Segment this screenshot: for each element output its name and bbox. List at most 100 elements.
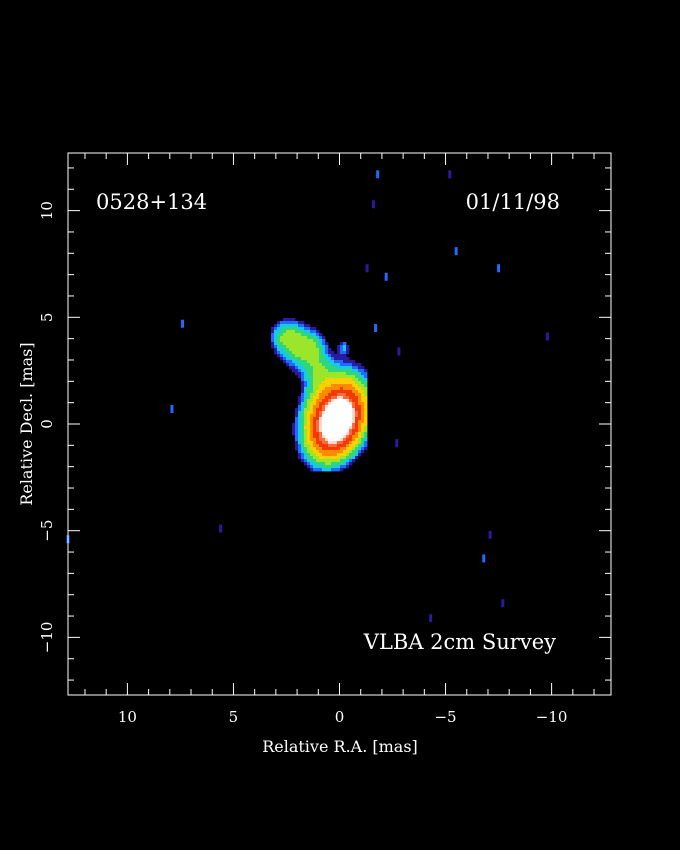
intensity-pixel — [304, 363, 308, 367]
intensity-pixel — [361, 378, 365, 382]
intensity-pixel — [340, 369, 344, 373]
intensity-pixel — [331, 351, 335, 355]
intensity-pixel — [325, 366, 329, 370]
intensity-pixel — [352, 447, 356, 451]
intensity-pixel — [277, 339, 281, 343]
intensity-pixel — [298, 372, 302, 376]
intensity-pixel — [313, 333, 317, 337]
intensity-pixel — [361, 414, 365, 418]
intensity-pixel — [319, 372, 323, 376]
intensity-pixel — [304, 396, 308, 400]
intensity-pixel — [355, 363, 359, 367]
intensity-pixel — [331, 354, 335, 358]
intensity-pixel — [307, 357, 311, 361]
x-tick-label: 0 — [335, 708, 345, 726]
intensity-pixel — [316, 408, 320, 412]
intensity-pixel — [346, 411, 350, 415]
intensity-pixel — [307, 390, 311, 394]
x-tick-label: 10 — [118, 708, 137, 726]
intensity-pixel — [352, 372, 356, 376]
intensity-pixel — [361, 402, 365, 406]
intensity-pixel — [307, 366, 311, 370]
intensity-pixel — [325, 354, 329, 358]
intensity-pixel — [310, 447, 314, 451]
intensity-pixel — [310, 366, 314, 370]
intensity-pixel — [325, 387, 329, 391]
intensity-pixel — [286, 342, 290, 346]
intensity-pixel — [322, 450, 326, 454]
intensity-pixel — [331, 429, 335, 433]
noise-speck — [170, 405, 174, 414]
intensity-pixel — [301, 408, 305, 412]
intensity-pixel — [316, 348, 320, 352]
intensity-pixel — [277, 348, 281, 352]
intensity-pixel — [328, 378, 332, 382]
intensity-pixel — [352, 420, 356, 424]
intensity-pixel — [358, 396, 362, 400]
intensity-pixel — [304, 432, 308, 436]
intensity-pixel — [349, 435, 353, 439]
survey-label: VLBA 2cm Survey — [363, 630, 556, 654]
intensity-pixel — [361, 381, 365, 385]
intensity-pixel — [358, 426, 362, 430]
intensity-pixel — [334, 375, 338, 379]
intensity-pixel — [304, 327, 308, 331]
intensity-pixel — [316, 420, 320, 424]
intensity-pixel — [313, 405, 317, 409]
intensity-pixel — [349, 363, 353, 367]
intensity-pixel — [310, 423, 314, 427]
intensity-pixel — [319, 399, 323, 403]
noise-speck — [376, 170, 380, 179]
intensity-pixel — [340, 354, 344, 358]
intensity-pixel — [298, 369, 302, 373]
intensity-pixel — [313, 387, 317, 391]
intensity-pixel — [316, 450, 320, 454]
intensity-pixel — [352, 456, 356, 460]
intensity-pixel — [328, 417, 332, 421]
intensity-pixel — [298, 453, 302, 457]
intensity-pixel — [325, 447, 329, 451]
intensity-pixel — [310, 372, 314, 376]
intensity-pixel — [361, 417, 365, 421]
intensity-pixel — [361, 435, 365, 439]
intensity-pixel — [292, 369, 296, 373]
intensity-pixel — [310, 375, 314, 379]
intensity-pixel — [337, 441, 341, 445]
intensity-pixel — [340, 450, 344, 454]
intensity-pixel — [313, 465, 317, 469]
intensity-pixel — [304, 366, 308, 370]
intensity-pixel — [328, 396, 332, 400]
intensity-pixel — [346, 366, 350, 370]
intensity-pixel — [331, 426, 335, 430]
intensity-pixel — [310, 336, 314, 340]
intensity-pixel — [331, 438, 335, 442]
intensity-pixel — [346, 453, 350, 457]
intensity-pixel — [292, 354, 296, 358]
intensity-pixel — [328, 423, 332, 427]
intensity-pixel — [328, 366, 332, 370]
intensity-pixel — [289, 363, 293, 367]
intensity-pixel — [328, 420, 332, 424]
intensity-pixel — [337, 351, 341, 355]
intensity-pixel — [334, 402, 338, 406]
intensity-pixel — [340, 387, 344, 391]
intensity-pixel — [283, 354, 287, 358]
intensity-pixel — [295, 333, 299, 337]
intensity-pixel — [331, 414, 335, 418]
intensity-pixel — [355, 399, 359, 403]
intensity-pixel — [307, 405, 311, 409]
intensity-pixel — [319, 345, 323, 349]
intensity-pixel — [307, 465, 311, 469]
intensity-pixel — [355, 447, 359, 451]
intensity-pixel — [313, 450, 317, 454]
intensity-pixel — [334, 462, 338, 466]
intensity-pixel — [292, 366, 296, 370]
intensity-pixel — [316, 378, 320, 382]
intensity-pixel — [349, 414, 353, 418]
intensity-pixel — [349, 384, 353, 388]
intensity-pixel — [322, 375, 326, 379]
intensity-pixel — [316, 423, 320, 427]
intensity-pixel — [322, 351, 326, 355]
intensity-pixel — [364, 402, 368, 406]
intensity-pixel — [337, 414, 341, 418]
